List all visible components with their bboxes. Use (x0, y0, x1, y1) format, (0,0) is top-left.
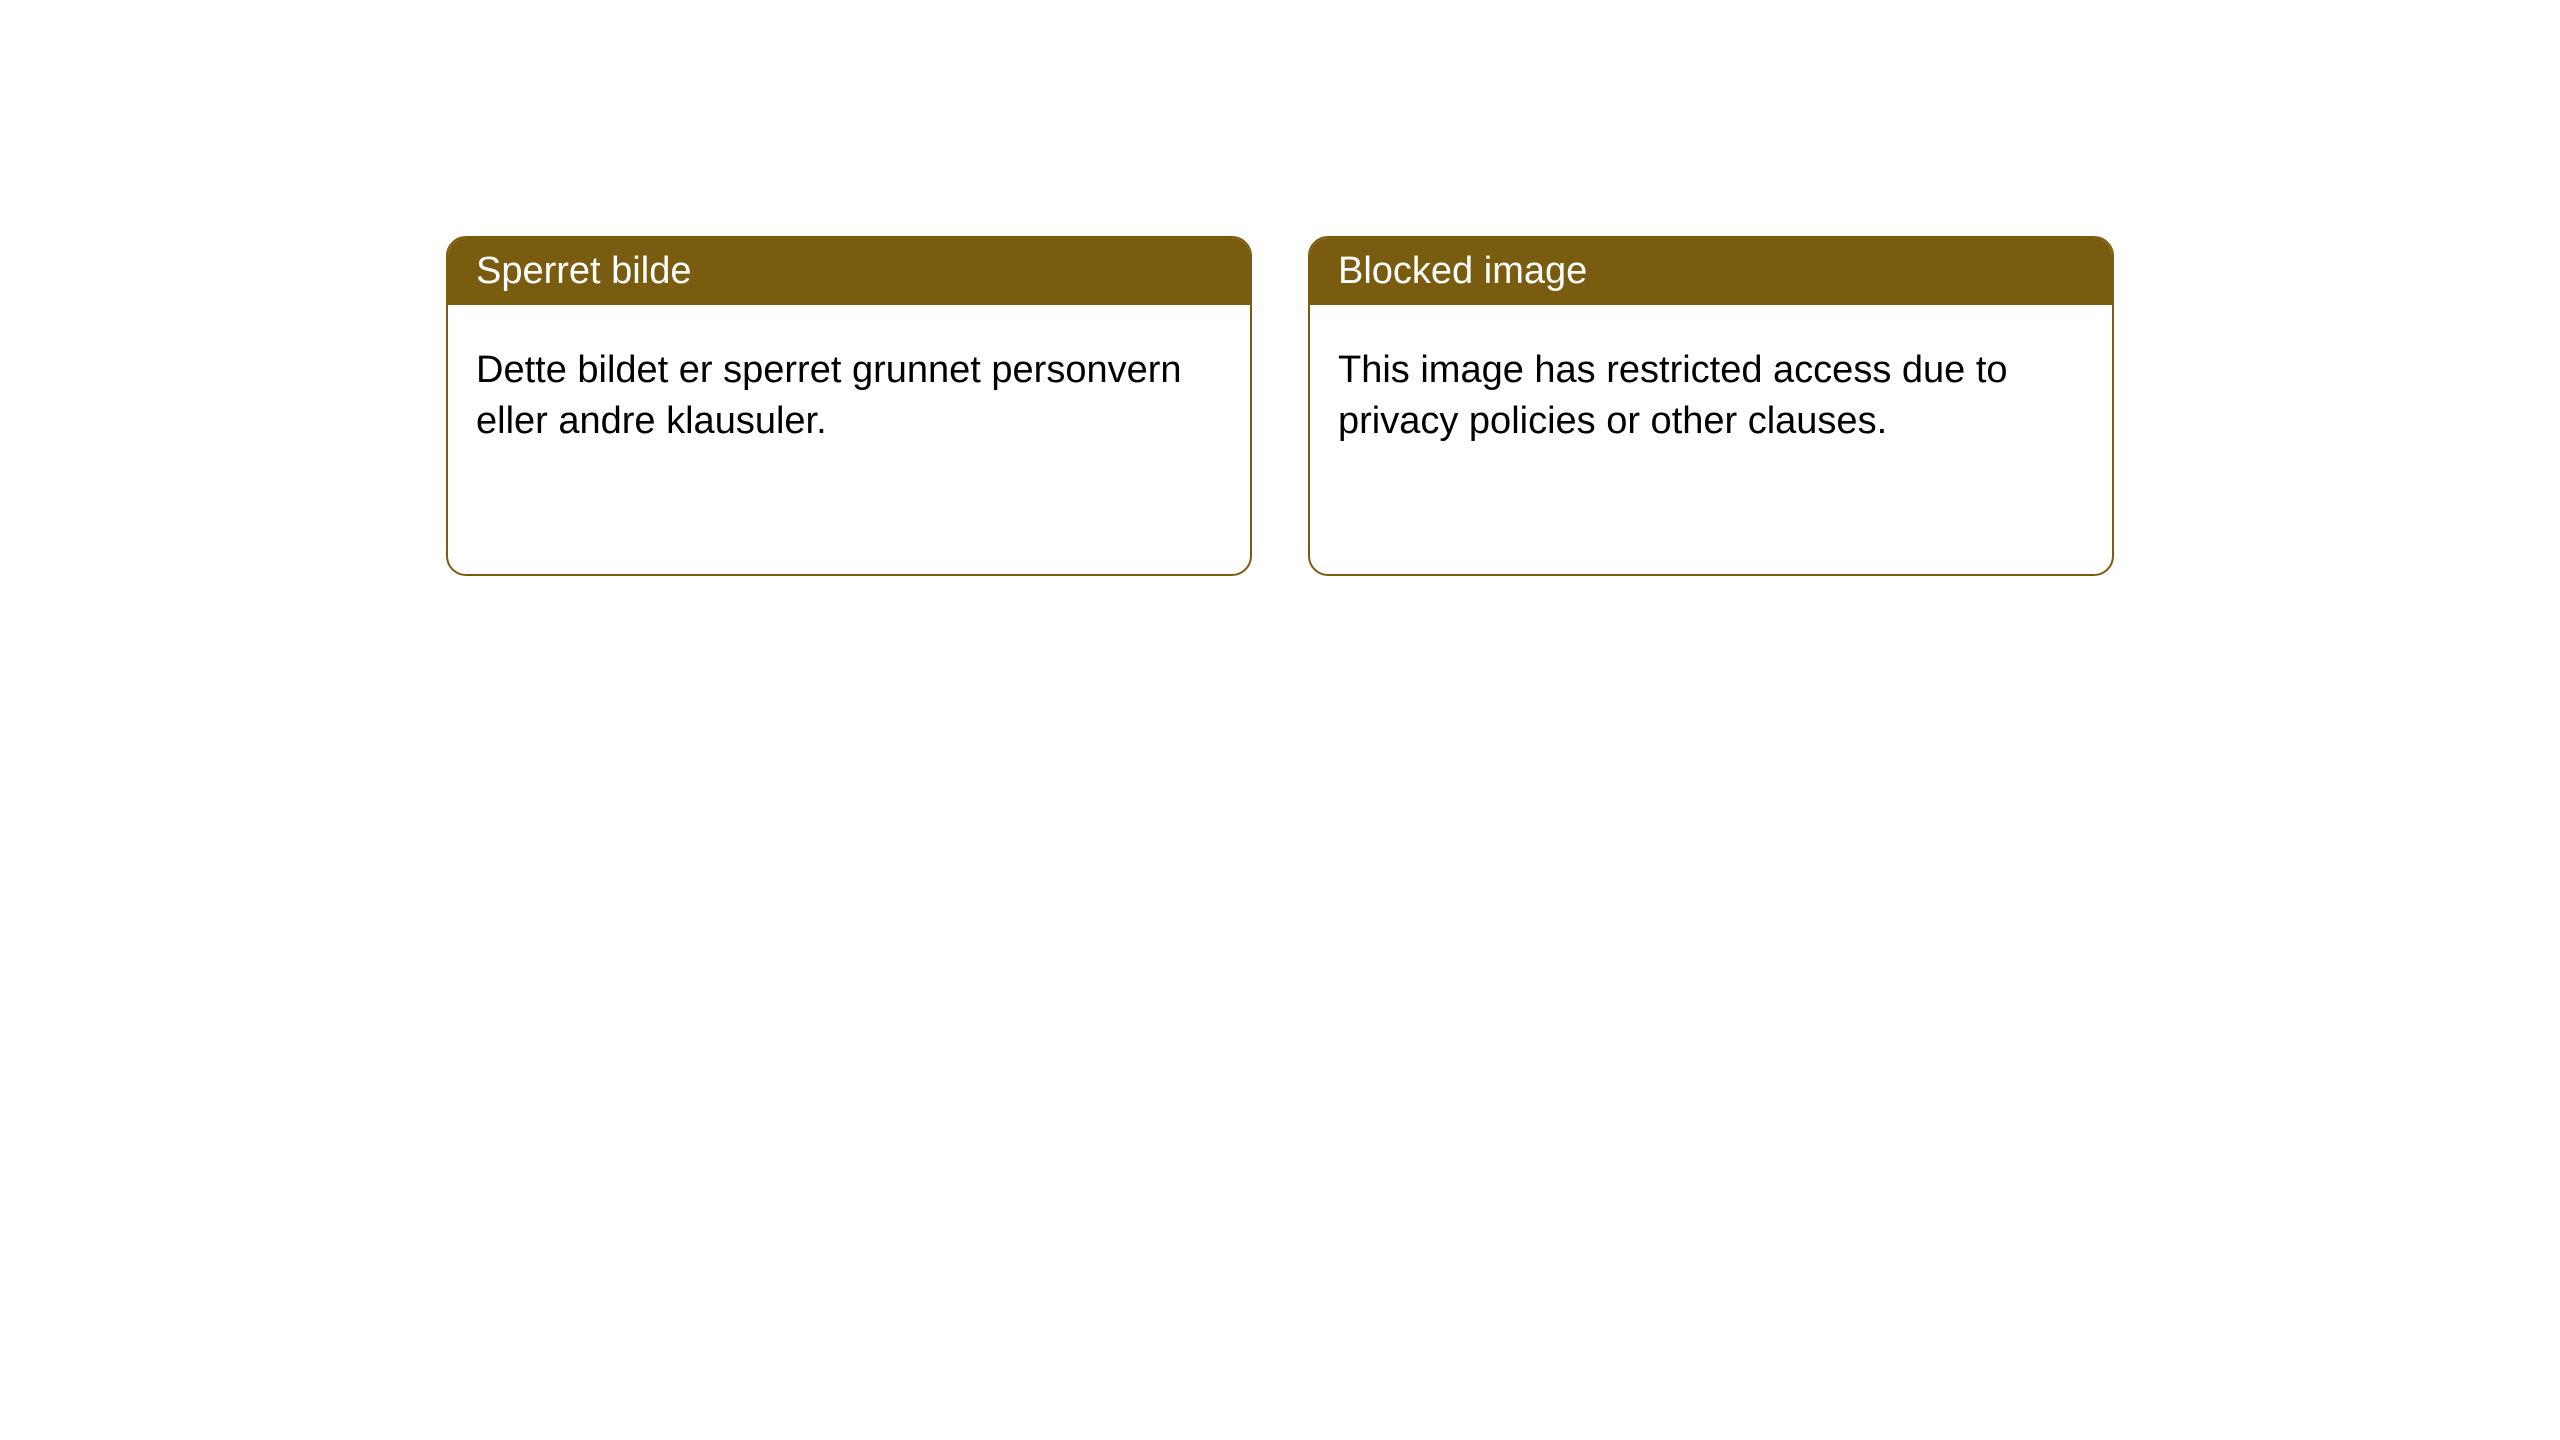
blocked-image-card-en: Blocked image This image has restricted … (1308, 236, 2114, 576)
card-body-text: This image has restricted access due to … (1338, 349, 2008, 442)
card-header-text: Blocked image (1338, 250, 1587, 292)
card-body: Dette bildet er sperret grunnet personve… (448, 305, 1250, 488)
card-header-text: Sperret bilde (476, 250, 691, 292)
card-body-text: Dette bildet er sperret grunnet personve… (476, 349, 1182, 442)
card-body: This image has restricted access due to … (1310, 305, 2112, 488)
blocked-image-card-no: Sperret bilde Dette bildet er sperret gr… (446, 236, 1252, 576)
card-header: Sperret bilde (448, 238, 1250, 305)
card-header: Blocked image (1310, 238, 2112, 305)
notice-cards-container: Sperret bilde Dette bildet er sperret gr… (446, 236, 2114, 576)
